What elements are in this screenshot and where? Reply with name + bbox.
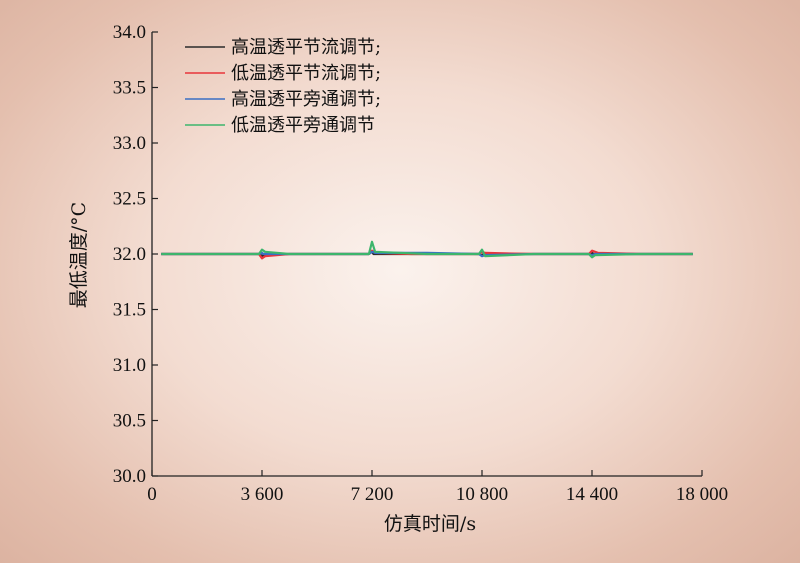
y-tick-label: 30.0: [113, 466, 146, 487]
y-tick-label: 31.0: [113, 355, 146, 376]
plot-lines: [161, 240, 693, 260]
ticks: 0 3 600 7 200 10 800 14 400 18 000 30.0 30.5 31.…: [113, 22, 728, 505]
x-axis-title: 仿真时间/s: [384, 513, 476, 535]
x-tick-label: 10 800: [456, 484, 508, 505]
y-tick-label: 31.5: [113, 300, 146, 321]
y-axis-title: 最低温度/°C: [68, 202, 90, 308]
legend-label-3: 高温透平旁通调节;: [231, 89, 381, 110]
x-tick-label: 0: [147, 484, 157, 505]
y-tick-label: 33.0: [113, 133, 146, 154]
legend-label-4: 低温透平旁通调节: [231, 115, 375, 136]
legend: 高温透平节流调节; 低温透平节流调节; 高温透平旁通调节; 低温透平旁通调节: [185, 37, 381, 136]
y-tick-label: 34.0: [113, 22, 146, 43]
x-tick-label: 14 400: [566, 484, 618, 505]
y-tick-label: 33.5: [113, 78, 146, 99]
y-tick-label: 30.5: [113, 411, 146, 432]
y-tick-label: 32.0: [113, 244, 146, 265]
x-tick-label: 7 200: [351, 484, 394, 505]
y-tick-label: 32.5: [113, 189, 146, 210]
legend-label-2: 低温透平节流调节;: [231, 63, 381, 84]
x-tick-label: 18 000: [676, 484, 728, 505]
series-line-4: [161, 240, 693, 259]
legend-label-1: 高温透平节流调节;: [231, 37, 381, 58]
x-tick-label: 3 600: [241, 484, 284, 505]
